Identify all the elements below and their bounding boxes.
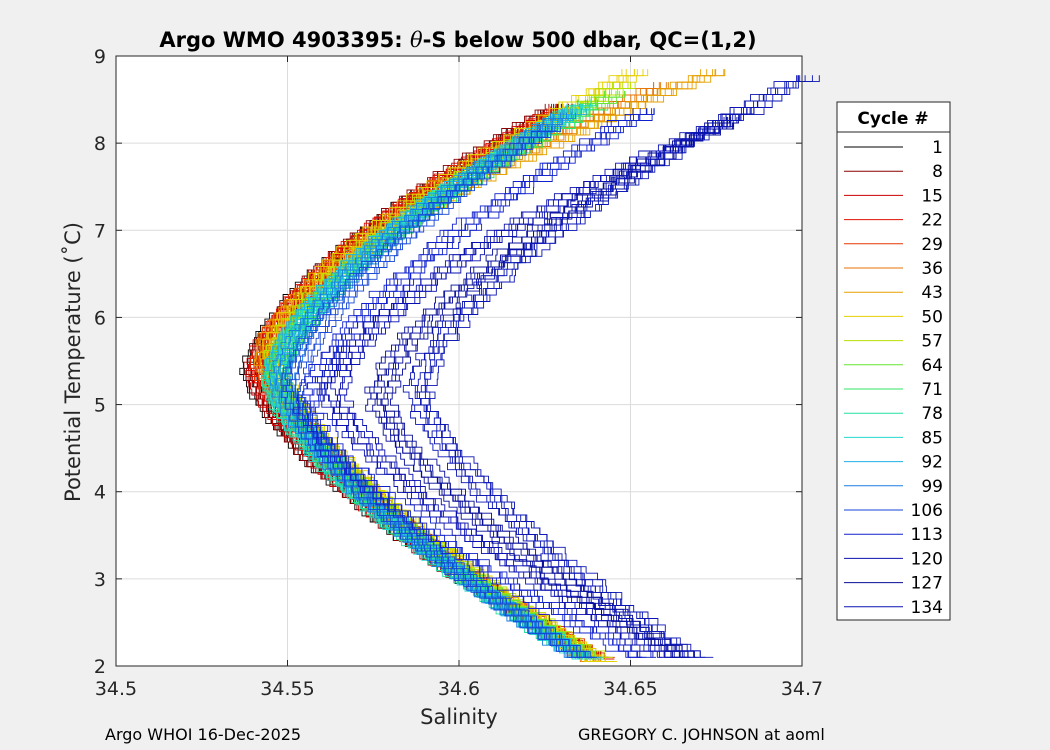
legend-label-113: 113 — [911, 525, 943, 545]
footer-right: GREGORY C. JOHNSON at aoml — [578, 725, 825, 744]
legend-label-85: 85 — [921, 428, 943, 448]
series-line-106 — [302, 125, 597, 658]
footer-left: Argo WHOI 16-Dec-2025 — [105, 725, 302, 744]
y-tick-label: 5 — [94, 395, 106, 417]
x-tick-label: 34.55 — [260, 678, 314, 700]
legend-label-50: 50 — [921, 307, 943, 327]
y-tick-label: 7 — [94, 220, 106, 242]
title-suffix: -S below 500 dbar, QC=(1,2) — [423, 28, 757, 52]
series-line-134 — [424, 75, 820, 658]
title-prefix: Argo WMO 4903395: — [159, 28, 410, 52]
legend-label-43: 43 — [921, 283, 943, 303]
series-line-127 — [390, 117, 739, 658]
series-lines — [239, 69, 820, 663]
x-tick-labels: 34.5 34.55 34.6 34.65 34.7 — [95, 678, 823, 700]
y-tick-label: 8 — [94, 133, 106, 155]
legend-label-36: 36 — [921, 259, 943, 279]
legend-label-57: 57 — [921, 332, 943, 352]
x-tick-label: 34.65 — [603, 678, 657, 700]
y-tick-label: 6 — [94, 307, 106, 329]
x-tick-label: 34.6 — [438, 678, 480, 700]
legend-label-120: 120 — [911, 549, 943, 569]
series-line-78 — [285, 99, 602, 658]
legend-label-29: 29 — [921, 235, 943, 255]
legend-label-134: 134 — [911, 598, 943, 618]
legend-label-127: 127 — [911, 574, 943, 594]
series-line-99 — [294, 112, 596, 658]
legend-label-106: 106 — [911, 501, 943, 521]
tick-marks — [115, 55, 803, 667]
x-tick-label: 34.7 — [781, 678, 823, 700]
y-tick-label: 4 — [94, 482, 106, 504]
y-axis-label: Potential Temperature (˚C) — [61, 222, 85, 502]
x-tick-label: 34.5 — [95, 678, 137, 700]
x-axis-label: Salinity — [420, 705, 498, 729]
y-tick-label: 9 — [94, 46, 106, 68]
legend-label-92: 92 — [921, 453, 943, 473]
title-theta: θ — [410, 28, 423, 52]
y-tick-label: 3 — [94, 569, 106, 591]
legend-label-78: 78 — [921, 404, 943, 424]
legend-label-22: 22 — [921, 211, 943, 231]
legend-box — [836, 101, 951, 621]
legend-label-71: 71 — [921, 380, 943, 400]
y-tick-label: 2 — [94, 656, 106, 678]
legend-label-1: 1 — [932, 138, 943, 158]
chart-title: Argo WMO 4903395: θ-S below 500 dbar, QC… — [159, 28, 756, 52]
legend-label-99: 99 — [921, 477, 943, 497]
legend-entries: 1 8 15 22 29 36 43 50 57 64 71 78 85 92 99 106 113 120 127… — [844, 138, 943, 618]
y-tick-labels: 2 3 4 5 6 7 8 9 — [94, 46, 106, 678]
series-line-106 — [297, 125, 595, 658]
series-line-127 — [370, 117, 730, 658]
legend-label-15: 15 — [921, 186, 943, 206]
legend-label-8: 8 — [932, 162, 943, 182]
legend-label-64: 64 — [921, 356, 943, 376]
series-line-113 — [297, 108, 643, 658]
legend-title: Cycle # — [857, 109, 928, 129]
